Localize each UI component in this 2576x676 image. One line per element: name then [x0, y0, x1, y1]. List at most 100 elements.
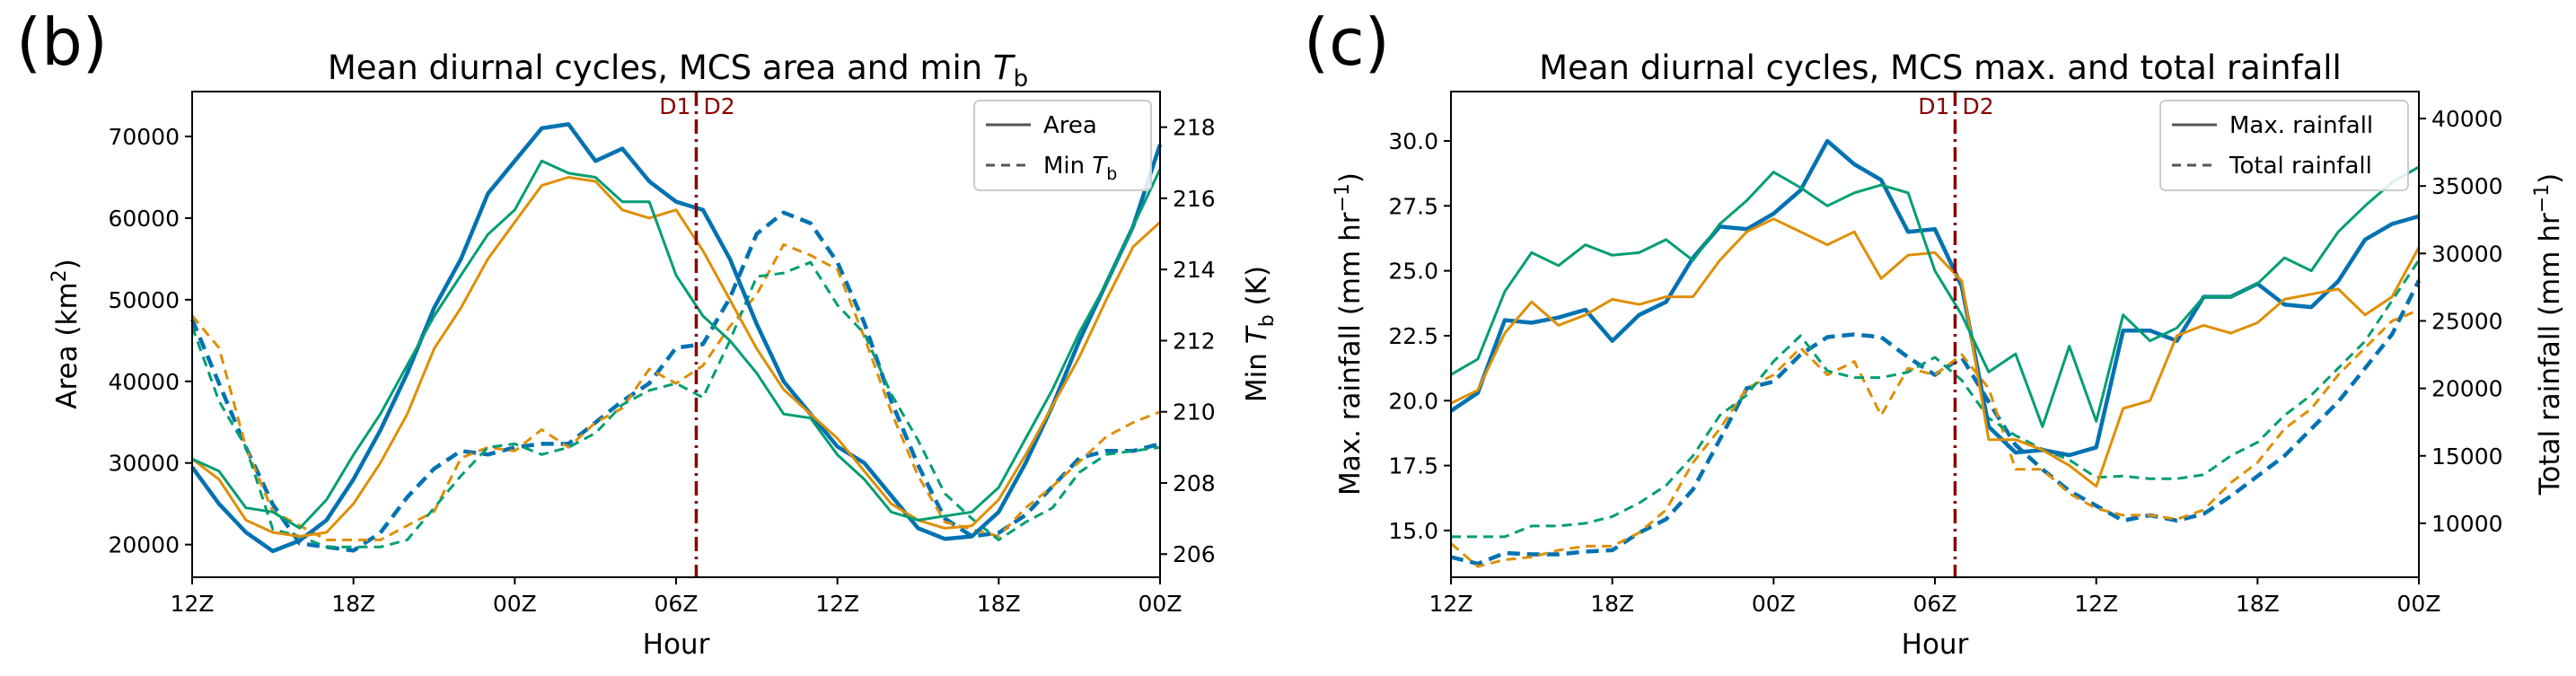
panel-b-title: Mean diurnal cycles, MCS area and min Tb [328, 48, 1028, 92]
panel-b-series-area-green [191, 159, 1162, 530]
panel-c-divider-label-right: D2 [1962, 93, 1993, 119]
panel-c-x-tick-label: 18Z [1590, 591, 1634, 617]
panel-b-legend-dashed-label-text: Min [1043, 153, 1092, 180]
panel-b-right-axis-title-unit: (K) [1241, 266, 1273, 314]
panel-b-divider-label-right: D2 [703, 93, 734, 119]
panel-c-left-y-tick-label: 17.5 [1388, 453, 1438, 479]
panel-c-left-y-tick-label: 30.0 [1388, 128, 1438, 154]
panel-b-right-y-tick-label: 212 [1173, 328, 1216, 354]
panel-b-left-axis-title-text: Area (km [51, 282, 84, 408]
panel-c-left-axis-title-close: ) [1334, 172, 1367, 183]
panel-c-right-axis-title-close: ) [2534, 173, 2566, 184]
panel-c-x-axis-title: Hour [1902, 628, 1969, 661]
panel-c-series-total-rainfall-orange [1450, 309, 2420, 568]
panel-b-left-y-tick-label: 20000 [108, 532, 180, 558]
panel-c-right-axis-title-text: Total rainfall (mm hr [2534, 213, 2566, 496]
panel-b-legend: Area Min Tb [973, 100, 1152, 191]
panel-c-x-tick-label: 12Z [2074, 591, 2118, 617]
panel-b-left-y-tick-label: 40000 [108, 369, 180, 395]
panel-b-right-y-tick-label: 218 [1173, 115, 1216, 141]
panel-c-series-total-rainfall-blue [1450, 279, 2422, 566]
panel-b-x-tick-label: 18Z [977, 591, 1021, 617]
panel-b-x-tick-label: 00Z [1139, 591, 1182, 617]
panel-b-left-y-tick-label: 30000 [108, 451, 180, 477]
panel-c-right-axis-title: Total rainfall (mm hr−1) [2531, 173, 2566, 496]
panel-c-left-y-tick-label: 15.0 [1388, 518, 1438, 544]
panel-b-letter: (b) [16, 4, 108, 80]
panel-b-legend-solid-label: Area [1043, 112, 1097, 139]
panel-b-right-axis-title-symbol: T [1241, 325, 1273, 344]
panel-b-divider-label-left: D1 [659, 93, 690, 119]
panel-c-letter: (c) [1304, 4, 1390, 80]
panel-b-left-y-tick-label: 70000 [108, 124, 180, 150]
panel-c-right-y-tick-label: 40000 [2431, 106, 2503, 132]
panel-b-title-text: Mean diurnal cycles, MCS area and min [328, 48, 993, 87]
panel-b-title-symbol: T [993, 48, 1015, 87]
panel-c-left-y-tick-label: 20.0 [1388, 388, 1438, 414]
panel-b-x-tick-label: 06Z [655, 591, 699, 617]
panel-c-right-y-tick-label: 35000 [2431, 173, 2503, 199]
panel-c-left-y-tick-label: 27.5 [1388, 193, 1438, 219]
panel-b-right-axis-title-sub: b [1256, 314, 1279, 327]
panel-c-x-tick-label: 18Z [2236, 591, 2280, 617]
panel-c-left-y-tick-label: 22.5 [1388, 323, 1438, 349]
panel-c-x-tick-label: 12Z [1429, 591, 1473, 617]
panel-b-x-tick-label: 00Z [493, 591, 537, 617]
panel-b-series-min-tb-green [190, 260, 1161, 549]
panel-b-left-y-tick-label: 60000 [108, 206, 180, 232]
panel-c-right-y-tick-label: 20000 [2431, 376, 2503, 402]
panel-b-x-axis-title: Hour [643, 628, 710, 661]
panel-c-left-axis-title: Max. rainfall (mm hr−1) [1332, 172, 1367, 496]
panel-c-x-tick-label: 06Z [1913, 591, 1957, 617]
panel-b-legend-box [973, 100, 1152, 191]
panel-c-legend-box [2159, 100, 2409, 191]
panel-b-x-tick-label: 18Z [331, 591, 375, 617]
panel-c-left-y-tick-label: 25.0 [1388, 259, 1438, 285]
panel-b-right-y-tick-label: 216 [1173, 186, 1216, 212]
panel-b-legend-dashed-label-sub: b [1106, 164, 1117, 184]
panel-b-series-area-orange [191, 176, 1162, 538]
panel-b-right-y-tick-label: 206 [1173, 541, 1216, 567]
panel-b-series-area-blue [190, 122, 1163, 554]
panel-c-plot-area: 12Z 18Z 00Z 06Z 12Z 18Z 00Z 15.0 17.5 20.0 22.5 25.… [1388, 92, 2503, 617]
panel-c-legend: Max. rainfall Total rainfall [2159, 100, 2409, 191]
panel-b-left-axis-title-sup: 2 [48, 269, 71, 282]
panel-b-left-y-tick-label: 50000 [108, 287, 180, 313]
panel-c-title: Mean diurnal cycles, MCS max. and total … [1539, 48, 2342, 87]
panel-c-axes-frame [1450, 91, 2420, 578]
panel-b-series-min-tb-orange [190, 242, 1161, 541]
panel-b-series-min-tb-blue [189, 210, 1161, 553]
panel-c-series-total-rainfall-green [1451, 259, 2421, 539]
panel-c-right-axis-title-sup: −1 [2531, 184, 2554, 213]
panel-b-right-axis-title-text: Min [1241, 344, 1273, 402]
panel-c-series-max-rainfall-green [1450, 165, 2420, 428]
panel-b-x-tick-label: 12Z [171, 591, 215, 617]
panel-b-right-y-tick-label: 210 [1173, 399, 1216, 426]
panel-b-axes-frame [191, 91, 1161, 578]
panel-b-legend-dashed-label-symbol: T [1092, 153, 1108, 180]
panel-b-right-y-tick-label: 208 [1173, 470, 1216, 496]
panel-b-title-subscript: b [1014, 66, 1029, 92]
panel-c-right-y-tick-label: 25000 [2431, 308, 2503, 334]
panel-b-left-axis-title: Area (km2) [48, 259, 84, 409]
panel-c-right-y-tick-label: 10000 [2431, 511, 2503, 537]
panel-b-legend-dashed-label: Min Tb [1043, 153, 1117, 184]
panel-c-right-y-tick-label: 30000 [2431, 241, 2503, 267]
panel-c-x-tick-label: 00Z [2397, 591, 2441, 617]
panel-b-right-y-tick-label: 214 [1173, 257, 1216, 283]
panel-b-plot-area: 12Z 18Z 00Z 06Z 12Z 18Z 00Z 20000 30000 40000 5000… [108, 92, 1216, 617]
panel-c-right-y-tick-label: 15000 [2431, 443, 2503, 470]
panel-b-left-axis-title-close: ) [51, 259, 84, 269]
panel-b-right-axis-title: Min Tb (K) [1241, 266, 1279, 402]
panel-c-legend-solid-label: Max. rainfall [2229, 112, 2373, 139]
panel-c-series-max-rainfall-orange [1450, 217, 2421, 488]
panel-b-x-tick-label: 12Z [815, 591, 859, 617]
panel-c-legend-dashed-label: Total rainfall [2229, 153, 2372, 180]
panel-c-x-tick-label: 00Z [1752, 591, 1796, 617]
panel-c-chart: (c) Mean diurnal cycles, MCS max. and to… [1304, 4, 2566, 661]
panel-c-left-axis-title-sup: −1 [1332, 183, 1354, 212]
panel-b-chart: (b) Mean diurnal cycles, MCS area and mi… [16, 4, 1279, 661]
panel-c-divider-label-left: D1 [1918, 93, 1949, 119]
panel-c-left-axis-title-text: Max. rainfall (mm hr [1334, 212, 1367, 496]
